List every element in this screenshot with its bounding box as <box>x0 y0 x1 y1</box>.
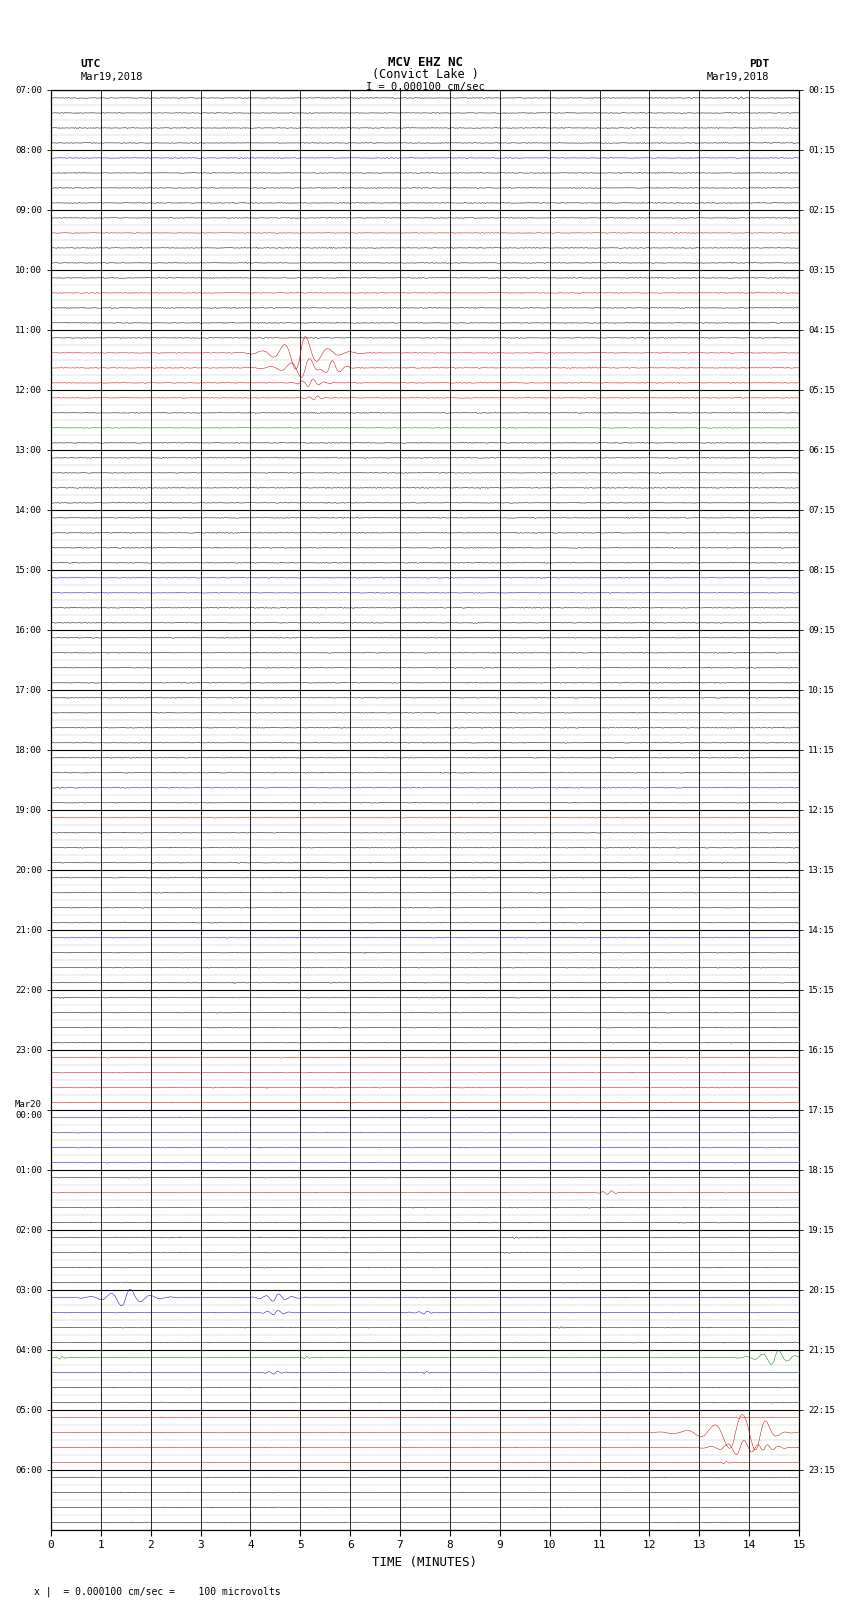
Text: Mar19,2018: Mar19,2018 <box>81 73 144 82</box>
Text: x |  = 0.000100 cm/sec =    100 microvolts: x | = 0.000100 cm/sec = 100 microvolts <box>34 1586 280 1597</box>
Text: Mar19,2018: Mar19,2018 <box>706 73 769 82</box>
Text: (Convict Lake ): (Convict Lake ) <box>371 68 479 81</box>
Text: UTC: UTC <box>81 58 101 69</box>
Text: I = 0.000100 cm/sec: I = 0.000100 cm/sec <box>366 82 484 92</box>
Text: PDT: PDT <box>749 58 769 69</box>
Text: MCV EHZ NC: MCV EHZ NC <box>388 55 462 69</box>
X-axis label: TIME (MINUTES): TIME (MINUTES) <box>372 1557 478 1569</box>
